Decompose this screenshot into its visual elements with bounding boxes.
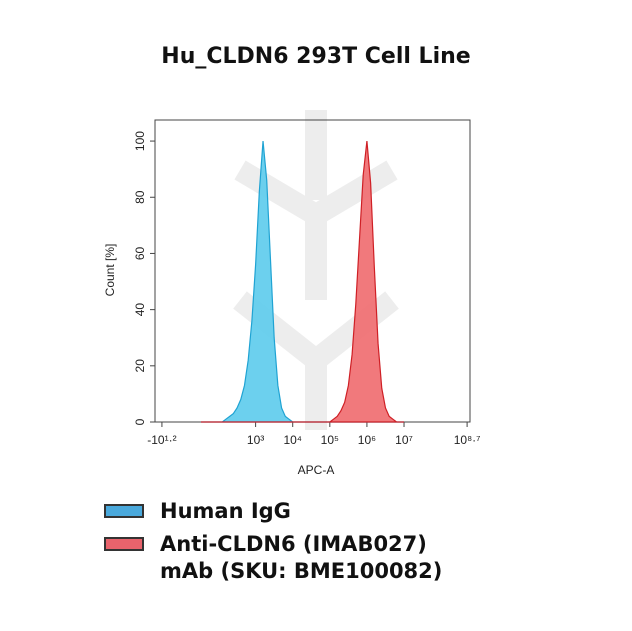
x-tick-label: 10⁸·⁷	[454, 433, 481, 447]
legend: Human IgG Anti-CLDN6 (IMAB027) mAb (SKU: …	[104, 498, 504, 591]
x-tick-label: 10⁵	[321, 433, 339, 447]
y-tick-label: 100	[133, 131, 147, 151]
legend-item: Anti-CLDN6 (IMAB027) mAb (SKU: BME100082…	[104, 531, 504, 585]
legend-item: Human IgG	[104, 498, 504, 525]
x-tick-label: 10⁷	[395, 433, 413, 447]
legend-label: Anti-CLDN6 (IMAB027) mAb (SKU: BME100082…	[160, 532, 443, 583]
histogram-area	[200, 141, 405, 423]
legend-swatch	[104, 537, 144, 551]
chart: Hu_CLDN6 293T Cell Line APC-A Count [%] …	[103, 44, 481, 477]
x-tick-label: 10³	[247, 433, 264, 447]
x-tick-label: 10⁶	[358, 433, 376, 447]
x-axis-label: APC-A	[298, 463, 335, 477]
x-tick-label: 10⁴	[283, 433, 302, 447]
chart-title: Hu_CLDN6 293T Cell Line	[161, 44, 470, 69]
y-tick-label: 80	[133, 190, 147, 204]
y-tick-label: 0	[133, 418, 147, 425]
y-tick-label: 40	[133, 303, 147, 317]
legend-label: Human IgG	[160, 499, 291, 523]
watermark	[233, 110, 399, 430]
x-tick-label: -10¹·²	[147, 433, 176, 447]
legend-swatch	[104, 504, 144, 518]
y-axis-label: Count [%]	[103, 244, 117, 297]
y-tick-label: 60	[133, 246, 147, 260]
y-tick-label: 20	[133, 359, 147, 373]
